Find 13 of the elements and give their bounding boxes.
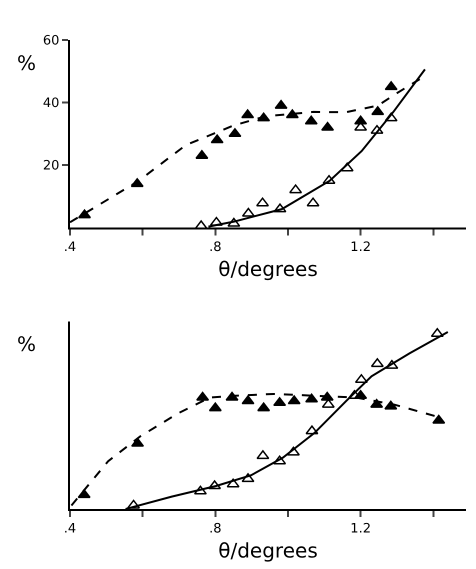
y-tick-label: 60 xyxy=(42,34,60,49)
x-tick-label: .4 xyxy=(64,522,76,537)
x-tick-label: .8 xyxy=(209,522,222,537)
y-tick-label: 20 xyxy=(42,158,60,174)
x-tick-label: 1.2 xyxy=(350,522,371,537)
y-axis-title: % xyxy=(17,332,36,356)
x-axis-title: θ/degrees xyxy=(218,257,318,282)
x-tick-label: .4 xyxy=(64,240,76,256)
y-tick-label: 40 xyxy=(42,96,60,112)
x-tick-label: .8 xyxy=(209,240,222,256)
x-tick-label: 1.2 xyxy=(350,240,371,256)
y-axis-title: % xyxy=(17,51,36,75)
x-axis-title: θ/degrees xyxy=(218,538,318,563)
